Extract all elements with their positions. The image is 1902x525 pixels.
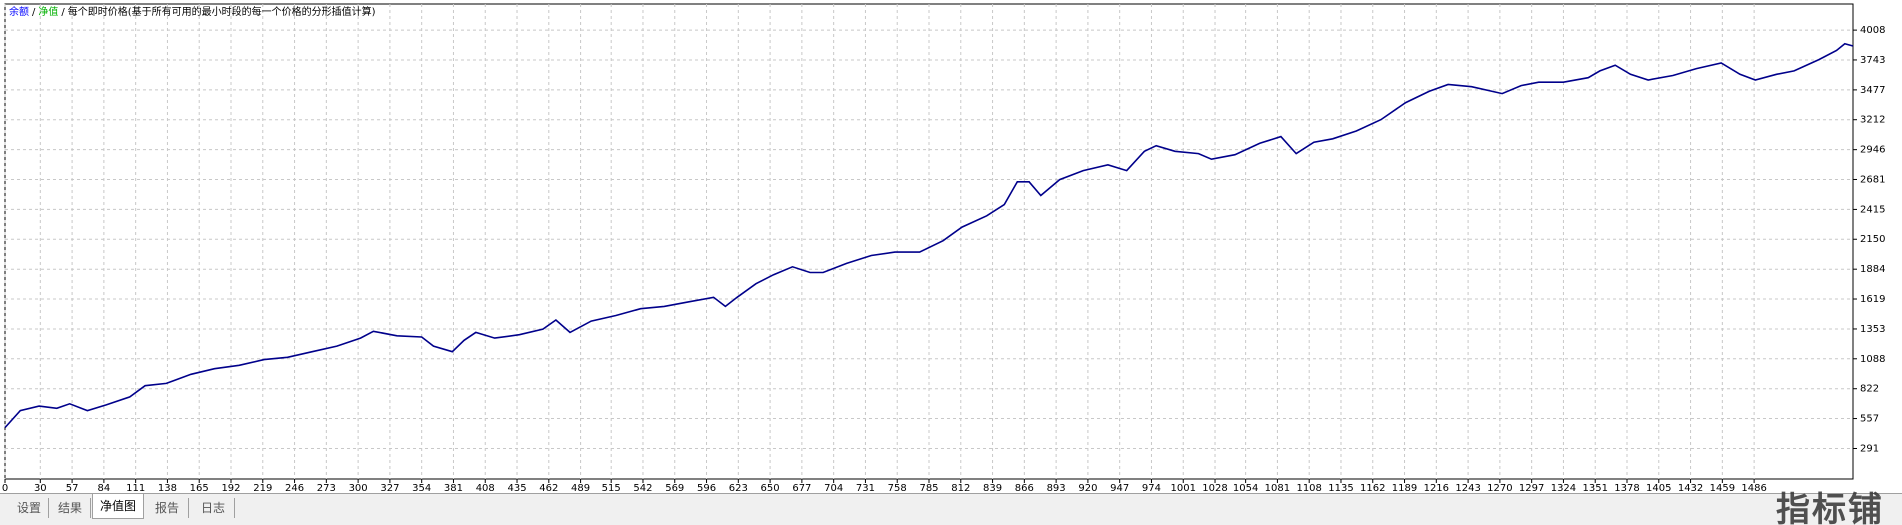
- x-tick-label: 1378: [1614, 483, 1639, 493]
- y-tick-label: 557: [1860, 414, 1879, 425]
- x-tick-label: 489: [571, 483, 590, 493]
- x-tick-label: 1270: [1487, 483, 1512, 493]
- x-tick-label: 246: [285, 483, 304, 493]
- x-tick-label: 1243: [1455, 483, 1480, 493]
- x-tick-label: 111: [126, 483, 145, 493]
- x-tick-label: 1162: [1360, 483, 1385, 493]
- legend: 余额 / 净值 / 每个即时价格(基于所有可用的最小时段的每一个价格的分形插值计算): [9, 5, 376, 18]
- x-tick-label: 974: [1142, 483, 1161, 493]
- x-tick-label: 1216: [1424, 483, 1449, 493]
- x-tick-label: 0: [2, 483, 8, 493]
- tab[interactable]: 报告: [146, 498, 189, 518]
- tab[interactable]: 设置: [10, 498, 49, 518]
- legend-entry: 每个即时价格(基于所有可用的最小时段的每一个价格的分形插值计算): [68, 5, 376, 18]
- x-tick-label: 758: [888, 483, 907, 493]
- x-tick-label: 462: [539, 483, 558, 493]
- x-tick-label: 30: [34, 483, 47, 493]
- y-tick-label: 2415: [1860, 204, 1885, 215]
- x-tick-label: 138: [158, 483, 177, 493]
- x-tick-label: 57: [66, 483, 79, 493]
- equity-chart: 291 557 822 1088 1353 1619 1884 2150 2415 2681 294…: [2, 3, 1885, 494]
- y-tick-label: 2150: [1860, 234, 1885, 245]
- y-tick-label: 1088: [1860, 354, 1885, 365]
- equity-line: [4, 42, 1854, 429]
- x-tick-label: 1054: [1233, 483, 1258, 493]
- legend-separator: /: [32, 7, 36, 18]
- x-tick-label: 1405: [1646, 483, 1671, 493]
- x-tick-label: 1459: [1710, 483, 1735, 493]
- x-tick-label: 785: [919, 483, 938, 493]
- x-tick-label: 84: [98, 483, 111, 493]
- y-tick-label: 2681: [1860, 174, 1885, 185]
- x-tick-label: 1028: [1202, 483, 1227, 493]
- y-tick-label: 822: [1860, 384, 1879, 395]
- x-tick-label: 596: [697, 483, 716, 493]
- y-tick-label: 3477: [1860, 85, 1885, 96]
- x-tick-label: 866: [1015, 483, 1034, 493]
- x-tick-label: 327: [380, 483, 399, 493]
- tab[interactable]: 日志: [192, 498, 235, 518]
- y-tick-label: 3743: [1860, 55, 1885, 66]
- y-tick-label: 3212: [1860, 115, 1885, 126]
- x-tick-label: 192: [221, 483, 240, 493]
- x-tick-label: 677: [792, 483, 811, 493]
- y-tick-label: 291: [1860, 443, 1879, 454]
- x-tick-label: 300: [349, 483, 368, 493]
- x-tick-label: 893: [1047, 483, 1066, 493]
- x-tick-label: 408: [476, 483, 495, 493]
- y-tick-label: 1619: [1860, 294, 1885, 305]
- x-tick-label: 731: [856, 483, 875, 493]
- x-tick-label: 812: [951, 483, 970, 493]
- x-tick-label: 273: [317, 483, 336, 493]
- x-tick-label: 947: [1110, 483, 1129, 493]
- x-tick-label: 920: [1078, 483, 1097, 493]
- x-tick-label: 165: [190, 483, 209, 493]
- x-tick-label: 623: [729, 483, 748, 493]
- legend-entry: 余额: [9, 5, 29, 18]
- x-tick-label: 1351: [1582, 483, 1607, 493]
- x-tick-label: 650: [761, 483, 780, 493]
- x-tick-label: 1108: [1296, 483, 1321, 493]
- x-tick-label: 1297: [1519, 483, 1544, 493]
- x-tick-label: 1486: [1741, 483, 1766, 493]
- tab-active[interactable]: 净值图: [92, 494, 144, 519]
- watermark: 指标铺: [1776, 490, 1884, 525]
- x-tick-label: 515: [602, 483, 621, 493]
- legend-separator: /: [61, 7, 65, 18]
- x-tick-label: 839: [983, 483, 1002, 493]
- legend-entry: 净值: [38, 5, 58, 18]
- y-tick-label: 1353: [1860, 324, 1885, 335]
- x-tick-label: 1001: [1171, 483, 1196, 493]
- x-tick-label: 542: [633, 483, 652, 493]
- x-tick-label: 381: [444, 483, 463, 493]
- tab[interactable]: 结果: [50, 498, 91, 518]
- y-tick-label: 1884: [1860, 264, 1885, 275]
- x-tick-label: 435: [507, 483, 526, 493]
- x-tick-label: 219: [253, 483, 272, 493]
- tab-bar: 设置 结果 净值图 报告 日志: [0, 493, 1902, 525]
- x-tick-label: 1189: [1392, 483, 1417, 493]
- x-tick-label: 1432: [1678, 483, 1703, 493]
- y-tick-label: 2946: [1860, 145, 1885, 156]
- x-tick-label: 1135: [1328, 483, 1353, 493]
- x-tick-label: 354: [412, 483, 431, 493]
- x-tick-label: 1324: [1551, 483, 1576, 493]
- x-tick-label: 569: [665, 483, 684, 493]
- x-tick-label: 1081: [1265, 483, 1290, 493]
- x-tick-label: 704: [824, 483, 843, 493]
- y-tick-label: 4008: [1860, 25, 1885, 36]
